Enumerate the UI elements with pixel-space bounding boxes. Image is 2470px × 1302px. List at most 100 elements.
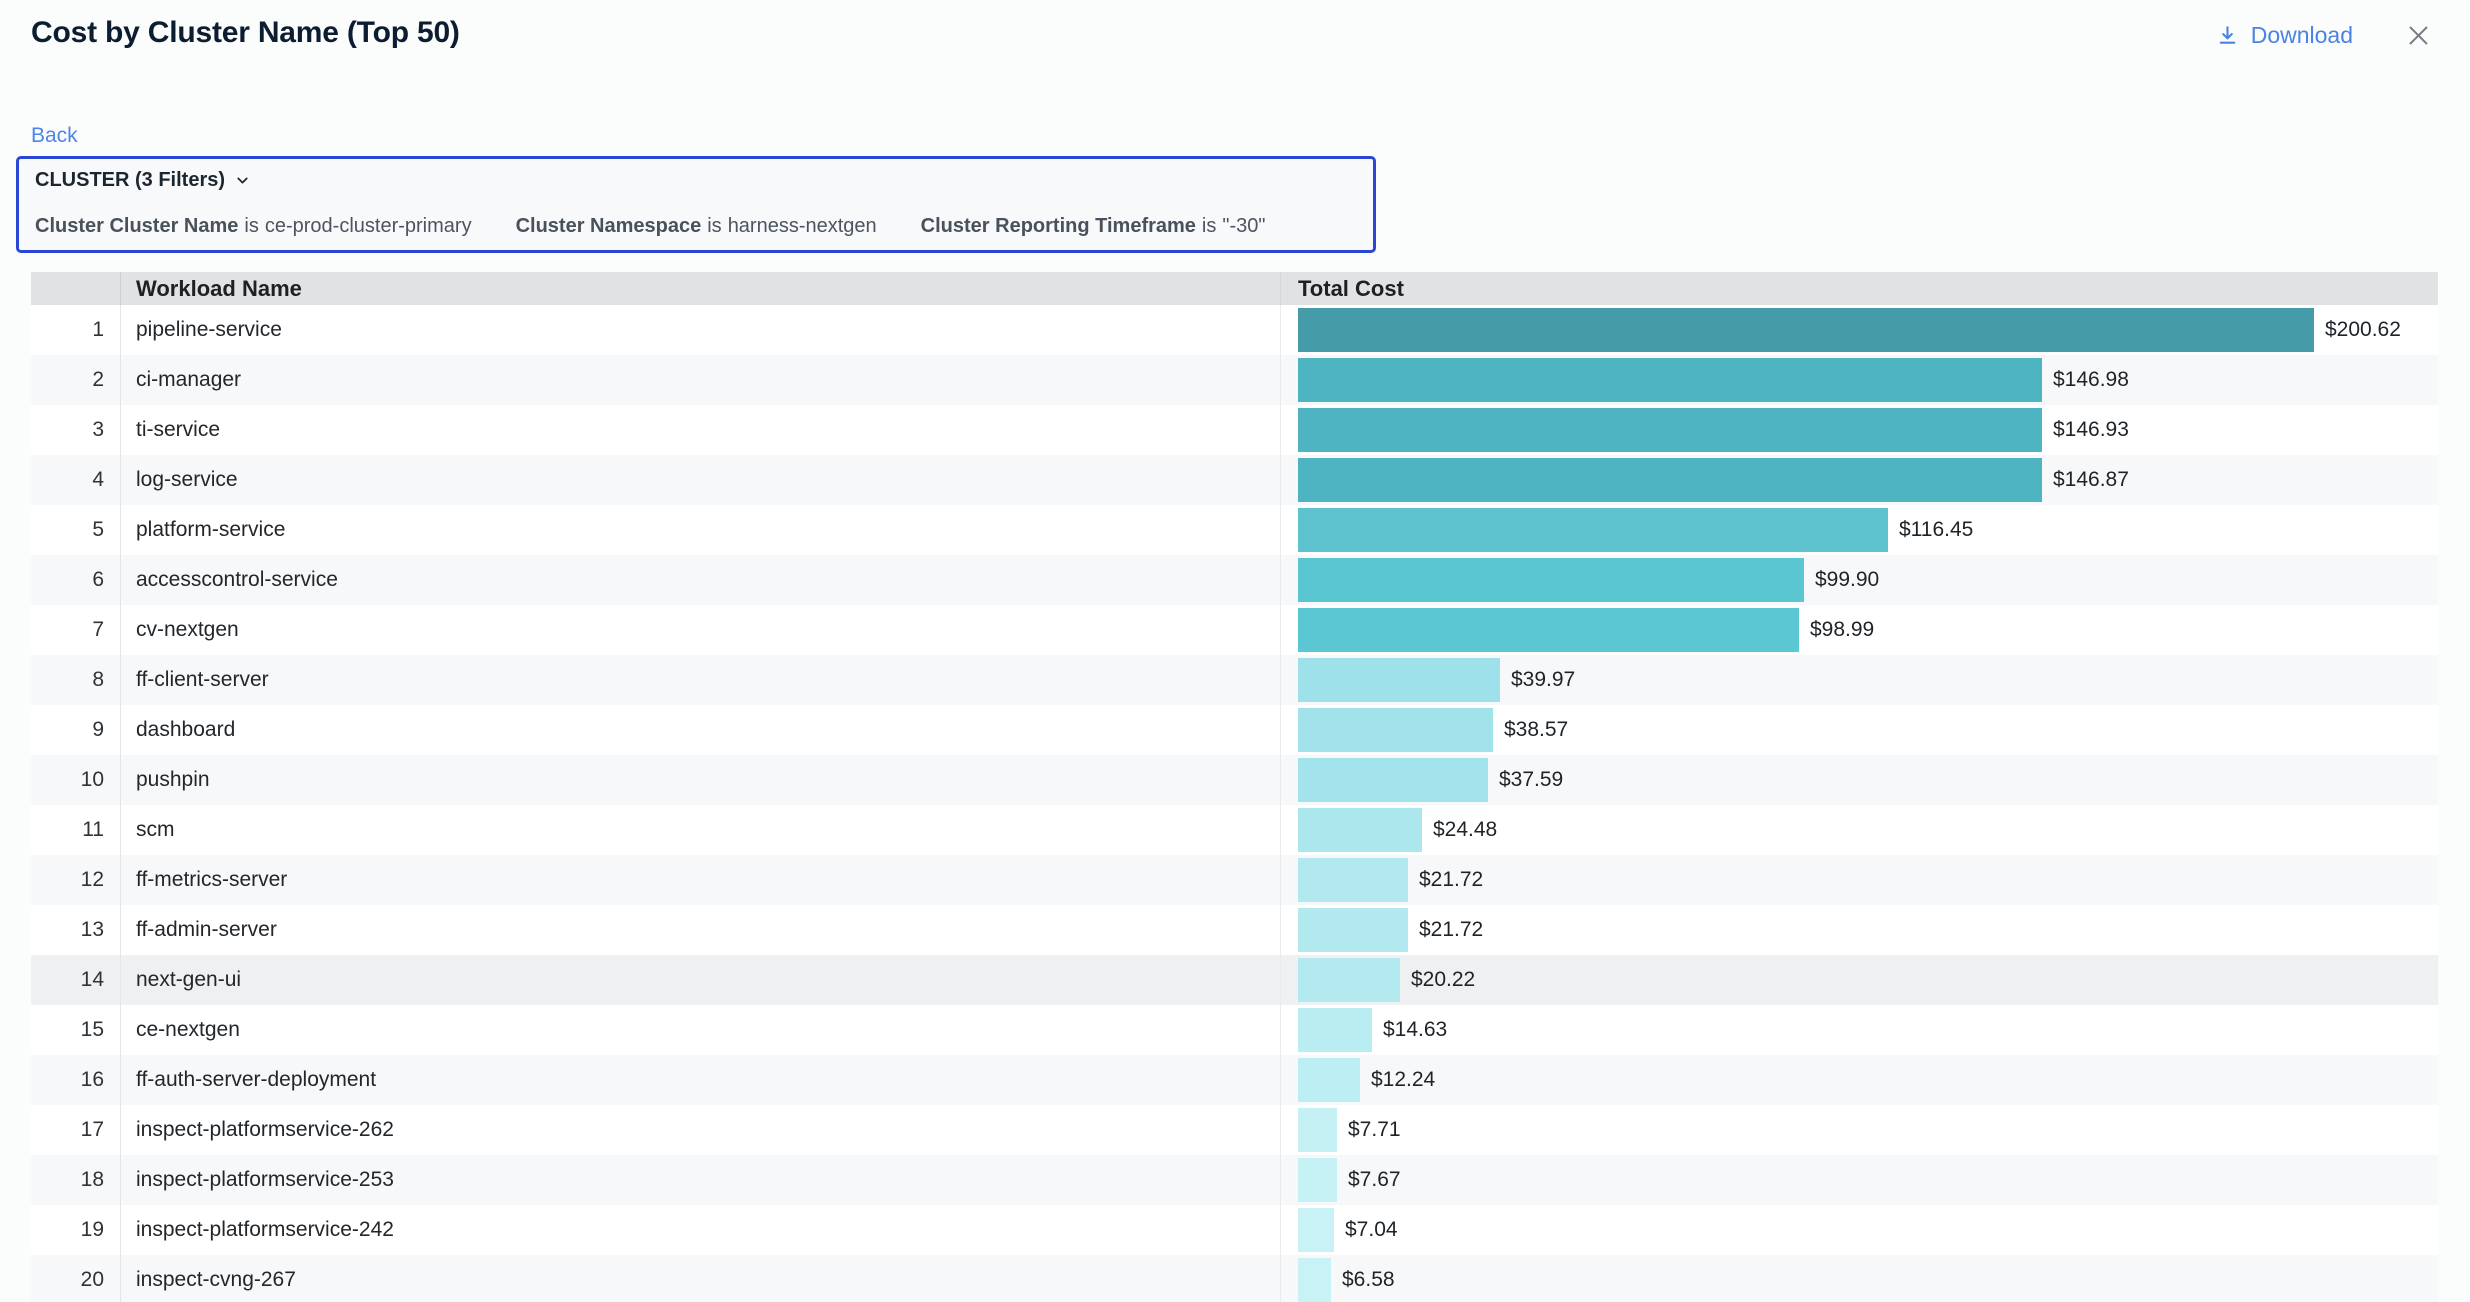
- total-cost-cell: $39.97: [1280, 655, 2438, 705]
- table-row[interactable]: 7 cv-nextgen $98.99: [31, 605, 2438, 655]
- workload-name: accesscontrol-service: [120, 555, 1280, 605]
- cost-value-label: $99.90: [1815, 568, 1880, 591]
- table-body: 1 pipeline-service $200.62 2 ci-manager $146.…: [31, 305, 2438, 1302]
- table-row[interactable]: 16 ff-auth-server-deployment $12.24: [31, 1055, 2438, 1105]
- cost-value-label: $39.97: [1511, 668, 1576, 691]
- cost-value-label: $146.93: [2053, 418, 2129, 441]
- download-button[interactable]: Download: [2216, 22, 2353, 49]
- row-rank: 7: [92, 618, 104, 641]
- filter-field: Cluster Cluster Name: [35, 215, 239, 237]
- cost-value-label: $12.24: [1371, 1068, 1436, 1091]
- row-rank: 17: [80, 1118, 104, 1141]
- filter-value: ce-prod-cluster-primary: [264, 215, 472, 237]
- cost-table: Workload Name Total Cost 1 pipeline-servi…: [31, 272, 2438, 1302]
- row-rank: 1: [92, 318, 104, 341]
- filter-op: is: [244, 215, 259, 237]
- total-cost-cell: $21.72: [1280, 905, 2438, 955]
- cost-value-label: $6.58: [1342, 1268, 1395, 1291]
- table-row[interactable]: 18 inspect-platformservice-253 $7.67: [31, 1155, 2438, 1205]
- total-cost-cell: $116.45: [1280, 505, 2438, 555]
- filter-field: Cluster Namespace: [515, 215, 702, 237]
- cost-bar: [1298, 308, 2314, 352]
- total-cost-cell: $200.62: [1280, 305, 2438, 355]
- cost-value-label: $116.45: [1899, 518, 1974, 541]
- table-row[interactable]: 3 ti-service $146.93: [31, 405, 2438, 455]
- filter-group-toggle[interactable]: CLUSTER (3 Filters): [35, 169, 251, 192]
- cost-bar: [1298, 758, 1488, 802]
- row-rank: 15: [80, 1018, 104, 1041]
- workload-name: ci-manager: [120, 355, 1280, 405]
- row-rank: 13: [80, 918, 104, 941]
- cost-value-label: $200.62: [2325, 318, 2401, 341]
- workload-name: cv-nextgen: [120, 605, 1280, 655]
- cost-bar: [1298, 1158, 1337, 1202]
- table-row[interactable]: 19 inspect-platformservice-242 $7.04: [31, 1205, 2438, 1255]
- table-row[interactable]: 15 ce-nextgen $14.63: [31, 1005, 2438, 1055]
- filter-field: Cluster Reporting Timeframe: [920, 215, 1196, 237]
- close-button[interactable]: [2405, 22, 2432, 49]
- workload-name: ff-admin-server: [120, 905, 1280, 955]
- cost-bar: [1298, 358, 2042, 402]
- total-cost-cell: $99.90: [1280, 555, 2438, 605]
- table-row[interactable]: 11 scm $24.48: [31, 805, 2438, 855]
- cost-bar: [1298, 958, 1400, 1002]
- table-row[interactable]: 1 pipeline-service $200.62: [31, 305, 2438, 355]
- table-row[interactable]: 13 ff-admin-server $21.72: [31, 905, 2438, 955]
- filter-value: "-30": [1222, 215, 1266, 237]
- row-rank: 8: [92, 668, 104, 691]
- back-link[interactable]: Back: [31, 124, 78, 147]
- close-icon: [2409, 26, 2428, 45]
- workload-name: inspect-platformservice-242: [120, 1205, 1280, 1255]
- cost-value-label: $14.63: [1383, 1018, 1448, 1041]
- column-header-workload-name[interactable]: Workload Name: [120, 272, 1280, 305]
- row-rank: 20: [80, 1268, 104, 1291]
- cost-bar: [1298, 658, 1500, 702]
- total-cost-cell: $37.59: [1280, 755, 2438, 805]
- row-rank: 18: [80, 1168, 104, 1191]
- total-cost-cell: $14.63: [1280, 1005, 2438, 1055]
- row-rank: 2: [92, 368, 104, 391]
- column-header-total-cost[interactable]: Total Cost: [1280, 272, 2438, 305]
- filter-op: is: [1201, 215, 1217, 237]
- workload-name: ti-service: [120, 405, 1280, 455]
- workload-name: inspect-cvng-267: [120, 1255, 1280, 1302]
- total-cost-cell: $20.22: [1280, 955, 2438, 1005]
- row-rank: 10: [80, 768, 104, 791]
- workload-name: platform-service: [120, 505, 1280, 555]
- table-row[interactable]: 6 accesscontrol-service $99.90: [31, 555, 2438, 605]
- cost-bar: [1298, 508, 1888, 552]
- workload-name: inspect-platformservice-253: [120, 1155, 1280, 1205]
- total-cost-cell: $146.93: [1280, 405, 2438, 455]
- workload-name: inspect-platformservice-262: [120, 1105, 1280, 1155]
- cost-bar: [1298, 858, 1408, 902]
- topbar-actions: Download: [2216, 22, 2432, 49]
- table-row[interactable]: 8 ff-client-server $39.97: [31, 655, 2438, 705]
- cost-value-label: $7.71: [1348, 1118, 1401, 1141]
- cost-bar: [1298, 558, 1804, 602]
- table-row[interactable]: 2 ci-manager $146.98: [31, 355, 2438, 405]
- row-rank: 11: [82, 818, 104, 841]
- row-rank: 19: [80, 1218, 104, 1241]
- filter-item: Cluster Cluster Name is ce-prod-cluster-pr…: [35, 215, 472, 238]
- table-row[interactable]: 10 pushpin $37.59: [31, 755, 2438, 805]
- cost-value-label: $146.87: [2053, 468, 2129, 491]
- table-row[interactable]: 14 next-gen-ui $20.22: [31, 955, 2438, 1005]
- table-row[interactable]: 5 platform-service $116.45: [31, 505, 2438, 555]
- filter-value: harness-nextgen: [727, 215, 877, 237]
- cost-value-label: $146.98: [2053, 368, 2129, 391]
- workload-name: ce-nextgen: [120, 1005, 1280, 1055]
- cost-value-label: $7.04: [1345, 1218, 1398, 1241]
- workload-name: scm: [120, 805, 1280, 855]
- row-rank: 16: [80, 1068, 104, 1091]
- table-row[interactable]: 17 inspect-platformservice-262 $7.71: [31, 1105, 2438, 1155]
- total-cost-cell: $24.48: [1280, 805, 2438, 855]
- table-row[interactable]: 12 ff-metrics-server $21.72: [31, 855, 2438, 905]
- table-row[interactable]: 20 inspect-cvng-267 $6.58: [31, 1255, 2438, 1302]
- table-row[interactable]: 9 dashboard $38.57: [31, 705, 2438, 755]
- filter-panel: CLUSTER (3 Filters) Cluster Cluster Name…: [16, 156, 1376, 253]
- total-cost-cell: $7.04: [1280, 1205, 2438, 1255]
- cost-value-label: $38.57: [1504, 718, 1569, 741]
- cost-value-label: $7.67: [1348, 1168, 1401, 1191]
- workload-name: ff-auth-server-deployment: [120, 1055, 1280, 1105]
- table-row[interactable]: 4 log-service $146.87: [31, 455, 2438, 505]
